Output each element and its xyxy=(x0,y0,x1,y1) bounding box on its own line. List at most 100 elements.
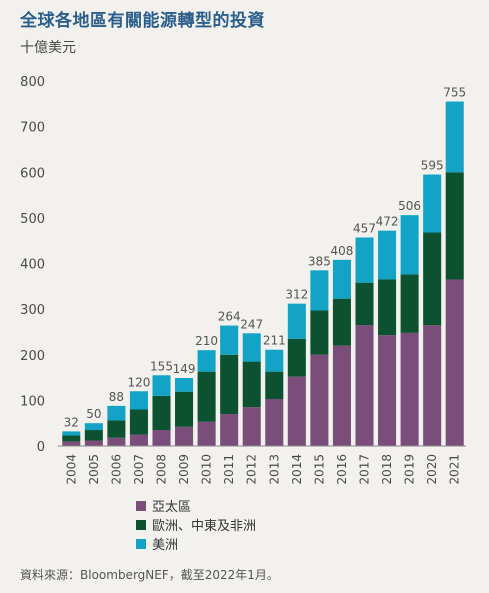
legend-swatch-apac xyxy=(136,500,146,511)
bar-total-label: 120 xyxy=(127,375,150,389)
bar-segment xyxy=(287,376,306,446)
legend-item-emea: 歐洲、中東及非洲 xyxy=(136,515,256,534)
bar-total-label: 595 xyxy=(421,159,444,173)
bar-segment xyxy=(400,274,419,333)
bar-segment xyxy=(423,325,442,446)
x-tick-label: 2014 xyxy=(290,454,304,485)
bar-segment xyxy=(332,259,351,299)
bar-segment xyxy=(62,441,81,446)
bar-total-label: 264 xyxy=(218,310,241,324)
bar-segment xyxy=(310,310,329,355)
bar-segment xyxy=(197,371,216,422)
bar-segment xyxy=(378,279,397,336)
bar-segment xyxy=(152,395,171,431)
bar-total-label: 32 xyxy=(64,415,79,429)
bar-total-label: 155 xyxy=(150,359,173,373)
bar-segment xyxy=(62,435,81,442)
x-tick-label: 2018 xyxy=(380,454,394,485)
bar-segment xyxy=(242,333,261,362)
bar-segment xyxy=(220,414,239,446)
legend-label-apac: 亞太區 xyxy=(152,500,192,515)
bar-total-label: 247 xyxy=(240,317,263,331)
bar-segment xyxy=(175,426,194,446)
x-tick-label: 2008 xyxy=(155,454,169,485)
bar-segment xyxy=(445,279,464,446)
bar-segment xyxy=(355,237,374,283)
bar-segment xyxy=(332,345,351,446)
legend-label-americas: 美洲 xyxy=(152,538,179,553)
bar-segment xyxy=(84,430,103,441)
bar-segment xyxy=(129,434,148,446)
bar-segment xyxy=(62,431,81,436)
chart-title: 全球各地區有關能源轉型的投資 xyxy=(20,11,265,31)
bar-segment xyxy=(310,354,329,446)
bar-total-label: 88 xyxy=(109,390,124,404)
bar-segment xyxy=(107,405,126,421)
bar-segment xyxy=(445,101,464,173)
source-note: 資料來源：BloombergNEF，截至2022年1月。 xyxy=(20,568,279,582)
y-tick-label: 700 xyxy=(20,121,45,136)
bar-segment xyxy=(220,325,239,355)
bar-total-label: 210 xyxy=(195,334,218,348)
x-tick-label: 2017 xyxy=(358,454,372,485)
bar-segment xyxy=(107,420,126,438)
x-tick-label: 2010 xyxy=(200,454,214,485)
y-axis-unit: 十億美元 xyxy=(20,40,76,56)
bar-total-label: 457 xyxy=(353,221,376,235)
x-tick-label: 2013 xyxy=(267,454,281,485)
y-tick-label: 400 xyxy=(20,258,45,273)
bar-segment xyxy=(265,399,284,446)
bar-total-label: 755 xyxy=(443,86,466,100)
y-tick-label: 300 xyxy=(20,303,45,318)
stacked-bar-chart: 0 100 200 300 400 500 600 700 800 32 2004 50 2005 88 2… xyxy=(20,75,466,485)
x-tick-label: 2006 xyxy=(109,454,123,485)
x-tick-label: 2005 xyxy=(87,454,101,485)
legend-swatch-emea xyxy=(136,519,146,530)
bar-segment xyxy=(175,391,194,427)
bar-total-label: 408 xyxy=(330,244,353,258)
bar-total-label: 506 xyxy=(398,199,421,213)
bar-segment xyxy=(107,437,126,446)
bar-segment xyxy=(378,335,397,446)
bar-segment xyxy=(242,361,261,408)
bar-total-label: 312 xyxy=(285,288,308,302)
bar-total-label: 385 xyxy=(308,254,331,268)
bar-segment xyxy=(197,421,216,446)
legend-swatch-americas xyxy=(136,538,146,549)
bar-segment xyxy=(287,303,306,339)
x-tick-label: 2009 xyxy=(177,454,191,485)
bar-segment xyxy=(355,282,374,326)
bar-segment xyxy=(152,430,171,446)
x-tick-label: 2012 xyxy=(245,454,259,485)
bar-segment xyxy=(242,407,261,446)
y-tick-label: 100 xyxy=(20,394,45,409)
y-tick-label: 600 xyxy=(20,166,45,181)
bar-segment xyxy=(400,332,419,446)
legend-item-apac: 亞太區 xyxy=(136,496,256,515)
bar-segment xyxy=(84,440,103,446)
bar-segment xyxy=(265,371,284,400)
bar-segment xyxy=(265,349,284,372)
bar-total-label: 211 xyxy=(263,334,286,348)
bar-segment xyxy=(400,215,419,275)
bar-segment xyxy=(175,378,194,392)
x-tick-label: 2019 xyxy=(403,454,417,485)
bar-segment xyxy=(287,338,306,377)
bar-segment xyxy=(84,423,103,431)
bar-segment xyxy=(355,325,374,446)
bar-segment xyxy=(129,391,148,410)
y-tick-label: 800 xyxy=(20,75,45,90)
bar-segment xyxy=(152,375,171,396)
bar-segment xyxy=(197,350,216,372)
bar-total-label: 50 xyxy=(86,407,101,421)
bar-segment xyxy=(445,172,464,280)
bar-segment xyxy=(378,230,397,280)
x-tick-label: 2015 xyxy=(312,454,326,485)
x-tick-label: 2011 xyxy=(222,454,236,485)
y-tick-label: 0 xyxy=(37,440,45,455)
x-tick-label: 2016 xyxy=(335,454,349,485)
bar-total-label: 472 xyxy=(376,215,399,229)
bar-segment xyxy=(220,354,239,415)
bar-segment xyxy=(129,409,148,435)
x-tick-label: 2004 xyxy=(64,454,78,485)
